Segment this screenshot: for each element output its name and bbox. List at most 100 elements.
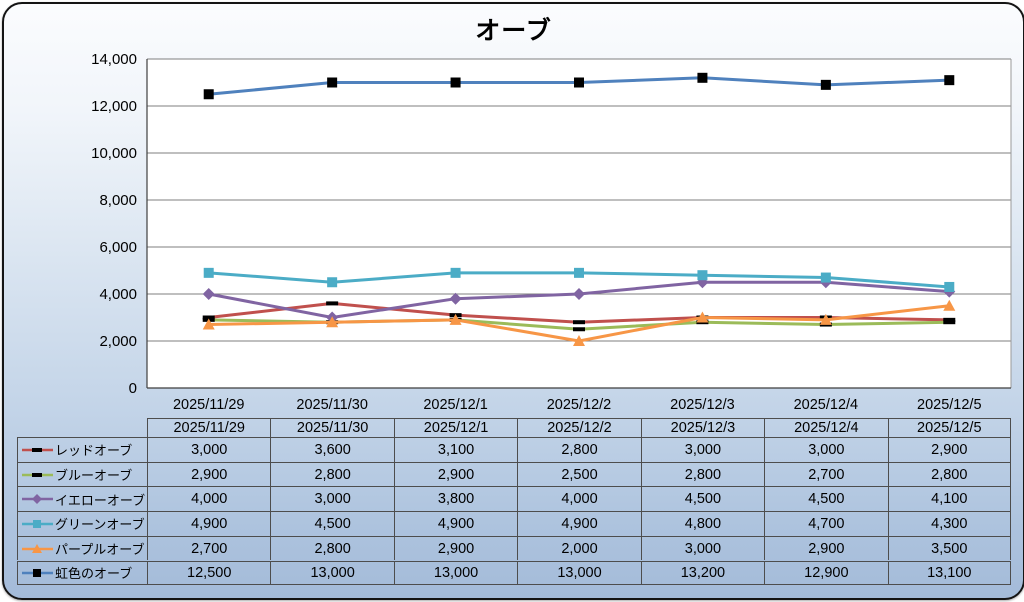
- value-cell: 2,800: [517, 437, 641, 462]
- series-marker: [697, 72, 708, 83]
- chart-title: オーブ: [475, 17, 552, 45]
- series-marker: [943, 299, 956, 311]
- legend-cell: レッドオーブ: [17, 437, 147, 462]
- series-marker: [450, 267, 461, 278]
- value-cell: 4,000: [517, 486, 641, 512]
- series-marker: [574, 267, 584, 278]
- value-cell: 12,500: [147, 560, 271, 586]
- series-marker: [202, 288, 215, 300]
- value-cell: 3,000: [270, 486, 394, 512]
- y-tick-label: 2,000: [99, 333, 137, 350]
- legend-key-dash-icon: [22, 447, 53, 452]
- series-marker: [32, 494, 42, 505]
- x-tick-label: 2025/12/4: [794, 397, 859, 413]
- series-marker: [820, 79, 831, 90]
- series-4: [202, 299, 956, 346]
- legend-label: 虹色のオーブ: [55, 566, 133, 582]
- table-header-cell: 2025/12/2: [517, 418, 641, 437]
- legend-cell: グリーンオーブ: [17, 511, 147, 536]
- y-tick-label: 10,000: [91, 145, 137, 162]
- value-cell: 13,200: [640, 560, 765, 586]
- series-marker: [573, 288, 585, 300]
- value-cell: 2,800: [640, 461, 765, 487]
- value-cell: 13,000: [517, 560, 641, 586]
- value-cell: 4,500: [640, 486, 765, 512]
- series-marker: [32, 472, 42, 477]
- table-header-cell: 2025/12/5: [887, 418, 1011, 437]
- value-cell: 3,000: [640, 437, 765, 462]
- series-marker: [33, 568, 41, 577]
- value-cell: 3,800: [393, 486, 518, 512]
- series-3: [203, 267, 955, 292]
- value-cell: 3,500: [887, 535, 1011, 561]
- series-marker: [943, 317, 956, 322]
- x-tick-label: 2025/12/1: [423, 397, 488, 413]
- legend-label: イエローオーブ: [55, 492, 146, 508]
- value-cell: 4,300: [887, 511, 1011, 536]
- series-marker: [696, 311, 709, 323]
- value-cell: 3,600: [270, 437, 394, 462]
- series-marker: [944, 281, 955, 292]
- value-cell: 2,500: [517, 461, 641, 487]
- x-tick-label: 2025/12/2: [547, 397, 612, 413]
- legend-key-square-icon: [22, 568, 53, 577]
- value-cell: 2,900: [393, 535, 518, 561]
- value-cell: 4,900: [393, 511, 518, 536]
- series-marker: [33, 519, 41, 528]
- x-tick-label: 2025/12/3: [670, 397, 735, 413]
- value-cell: 4,900: [517, 511, 641, 536]
- legend-cell: ブルーオーブ: [17, 461, 147, 487]
- x-tick-label: 2025/11/30: [296, 397, 368, 413]
- y-tick-label: 14,000: [91, 51, 137, 68]
- legend-key-square-icon: [22, 519, 53, 528]
- value-cell: 2,700: [147, 535, 271, 561]
- legend-key-diamond-icon: [22, 494, 53, 505]
- plot-area: [147, 59, 1011, 388]
- y-tick-label: 8,000: [99, 192, 137, 209]
- value-cell: 4,900: [147, 511, 271, 536]
- series-marker: [32, 543, 42, 553]
- value-cell: 2,900: [393, 461, 518, 487]
- value-cell: 4,500: [764, 486, 888, 512]
- value-cell: 2,800: [270, 535, 394, 561]
- value-cell: 4,500: [270, 511, 394, 536]
- series-marker: [697, 270, 708, 281]
- line-chart-plot: 0 2,000 4,000 6,000 8,000 10,000 12,000 14,000 2…: [91, 51, 1012, 413]
- x-tick-label: 2025/12/5: [917, 397, 982, 413]
- series-marker: [943, 320, 956, 325]
- value-cell: 3,000: [764, 437, 888, 462]
- series-marker: [326, 316, 339, 328]
- value-cell: 2,800: [270, 461, 394, 487]
- legend-label: ブルーオーブ: [55, 468, 133, 484]
- series-marker: [944, 75, 955, 86]
- y-tick-label: 0: [129, 380, 137, 397]
- value-cell: 2,900: [764, 535, 888, 561]
- series-marker: [574, 77, 584, 88]
- table-header-cell: 2025/11/29: [147, 418, 271, 437]
- series-marker: [450, 77, 461, 88]
- series-marker: [449, 313, 462, 325]
- series-marker: [327, 77, 338, 88]
- value-cell: 3,000: [640, 535, 765, 561]
- value-cell: 2,000: [517, 535, 641, 561]
- series-marker: [449, 292, 462, 305]
- value-cell: 4,000: [147, 486, 271, 512]
- legend-label: レッドオーブ: [55, 443, 133, 459]
- value-cell: 13,100: [887, 560, 1011, 586]
- series-marker: [327, 277, 338, 288]
- legend-cell: パープルオーブ: [17, 535, 147, 561]
- y-tick-label: 4,000: [99, 286, 137, 303]
- x-tick-label: 2025/11/29: [173, 397, 245, 413]
- series-5: [203, 72, 955, 100]
- legend-cell: イエローオーブ: [17, 486, 147, 512]
- value-cell: 3,000: [147, 437, 271, 462]
- value-cell: 4,800: [640, 511, 765, 536]
- series-marker: [203, 89, 214, 100]
- series-marker: [203, 267, 214, 278]
- series-marker: [573, 335, 585, 346]
- legend-key-dash-icon: [22, 472, 53, 477]
- value-cell: 4,100: [887, 486, 1011, 512]
- legend-label: グリーンオーブ: [55, 517, 145, 533]
- data-table: 2025/11/29 2025/11/30 2025/12/1 2025/12/2 20…: [4, 4, 1023, 598]
